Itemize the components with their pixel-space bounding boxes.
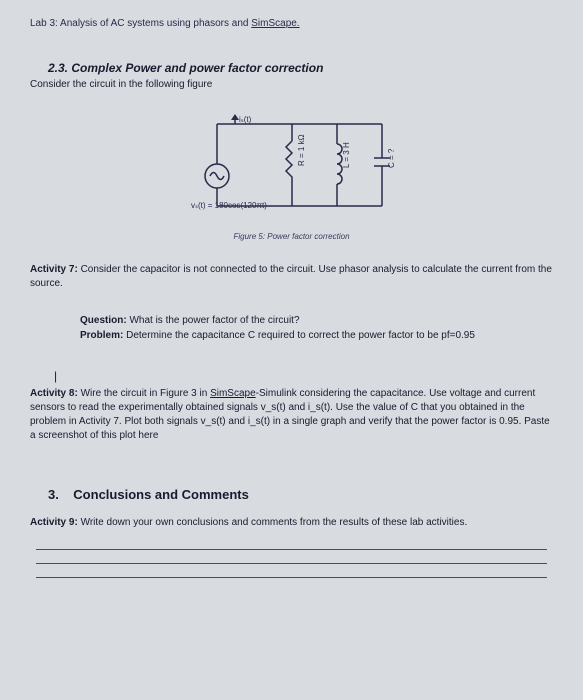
answer-lines [30,536,553,578]
activity-9: Activity 9: Write down your own conclusi… [30,516,553,530]
problem-label: Problem: [80,330,123,341]
section-name: Complex Power and power factor correctio… [71,61,323,75]
question-text: What is the power factor of the circuit? [127,315,300,326]
activity-8-label: Activity 8: [30,388,78,399]
section-title: 2.3. Complex Power and power factor corr… [48,61,553,75]
answer-line [36,550,547,564]
question-problem-block: Question: What is the power factor of th… [80,313,553,343]
intro-text: Consider the circuit in the following fi… [30,79,553,90]
activity-8-link: SimScape [210,388,256,399]
question-label: Question: [80,315,127,326]
activity-9-text: Write down your own conclusions and comm… [78,517,467,528]
answer-line [36,536,547,550]
activity-7-label: Activity 7: [30,264,78,275]
figure-caption: Figure 5: Power factor correction [30,232,553,241]
svg-text:R = 1 kΩ: R = 1 kΩ [297,134,306,166]
section-number: 2.3. [48,61,68,75]
svg-text:iₛ(t): iₛ(t) [239,115,252,124]
svg-text:vₛ(t) = 180cos(120πt): vₛ(t) = 180cos(120πt) [191,201,267,210]
activity-9-label: Activity 9: [30,517,78,528]
svg-text:L = 3 H: L = 3 H [342,142,351,168]
svg-text:C = ?: C = ? [387,148,396,168]
circuit-diagram: iₛ(t) vₛ(t) = 180cos(120πt) R = 1 kΩ L = 3 … [187,106,397,226]
activity-7-text: Consider the capacitor is not connected … [30,264,552,289]
header-prefix: Lab 3: Analysis of AC systems using phas… [30,18,251,29]
lab-header: Lab 3: Analysis of AC systems using phas… [30,18,553,29]
header-link: SimScape. [251,18,299,29]
activity-8: Activity 8: Wire the circuit in Figure 3… [30,387,553,443]
circuit-figure: iₛ(t) vₛ(t) = 180cos(120πt) R = 1 kΩ L = 3 … [30,106,553,226]
problem-text: Determine the capacitance C required to … [123,330,475,341]
conclusions-number: 3. [48,487,59,502]
conclusions-title: 3. Conclusions and Comments [48,487,553,502]
conclusions-name: Conclusions and Comments [73,487,249,502]
answer-line [36,564,547,578]
activity-7: Activity 7: Consider the capacitor is no… [30,263,553,291]
activity-8-p1: Wire the circuit in Figure 3 in [78,388,210,399]
text-cursor: | [54,369,553,383]
